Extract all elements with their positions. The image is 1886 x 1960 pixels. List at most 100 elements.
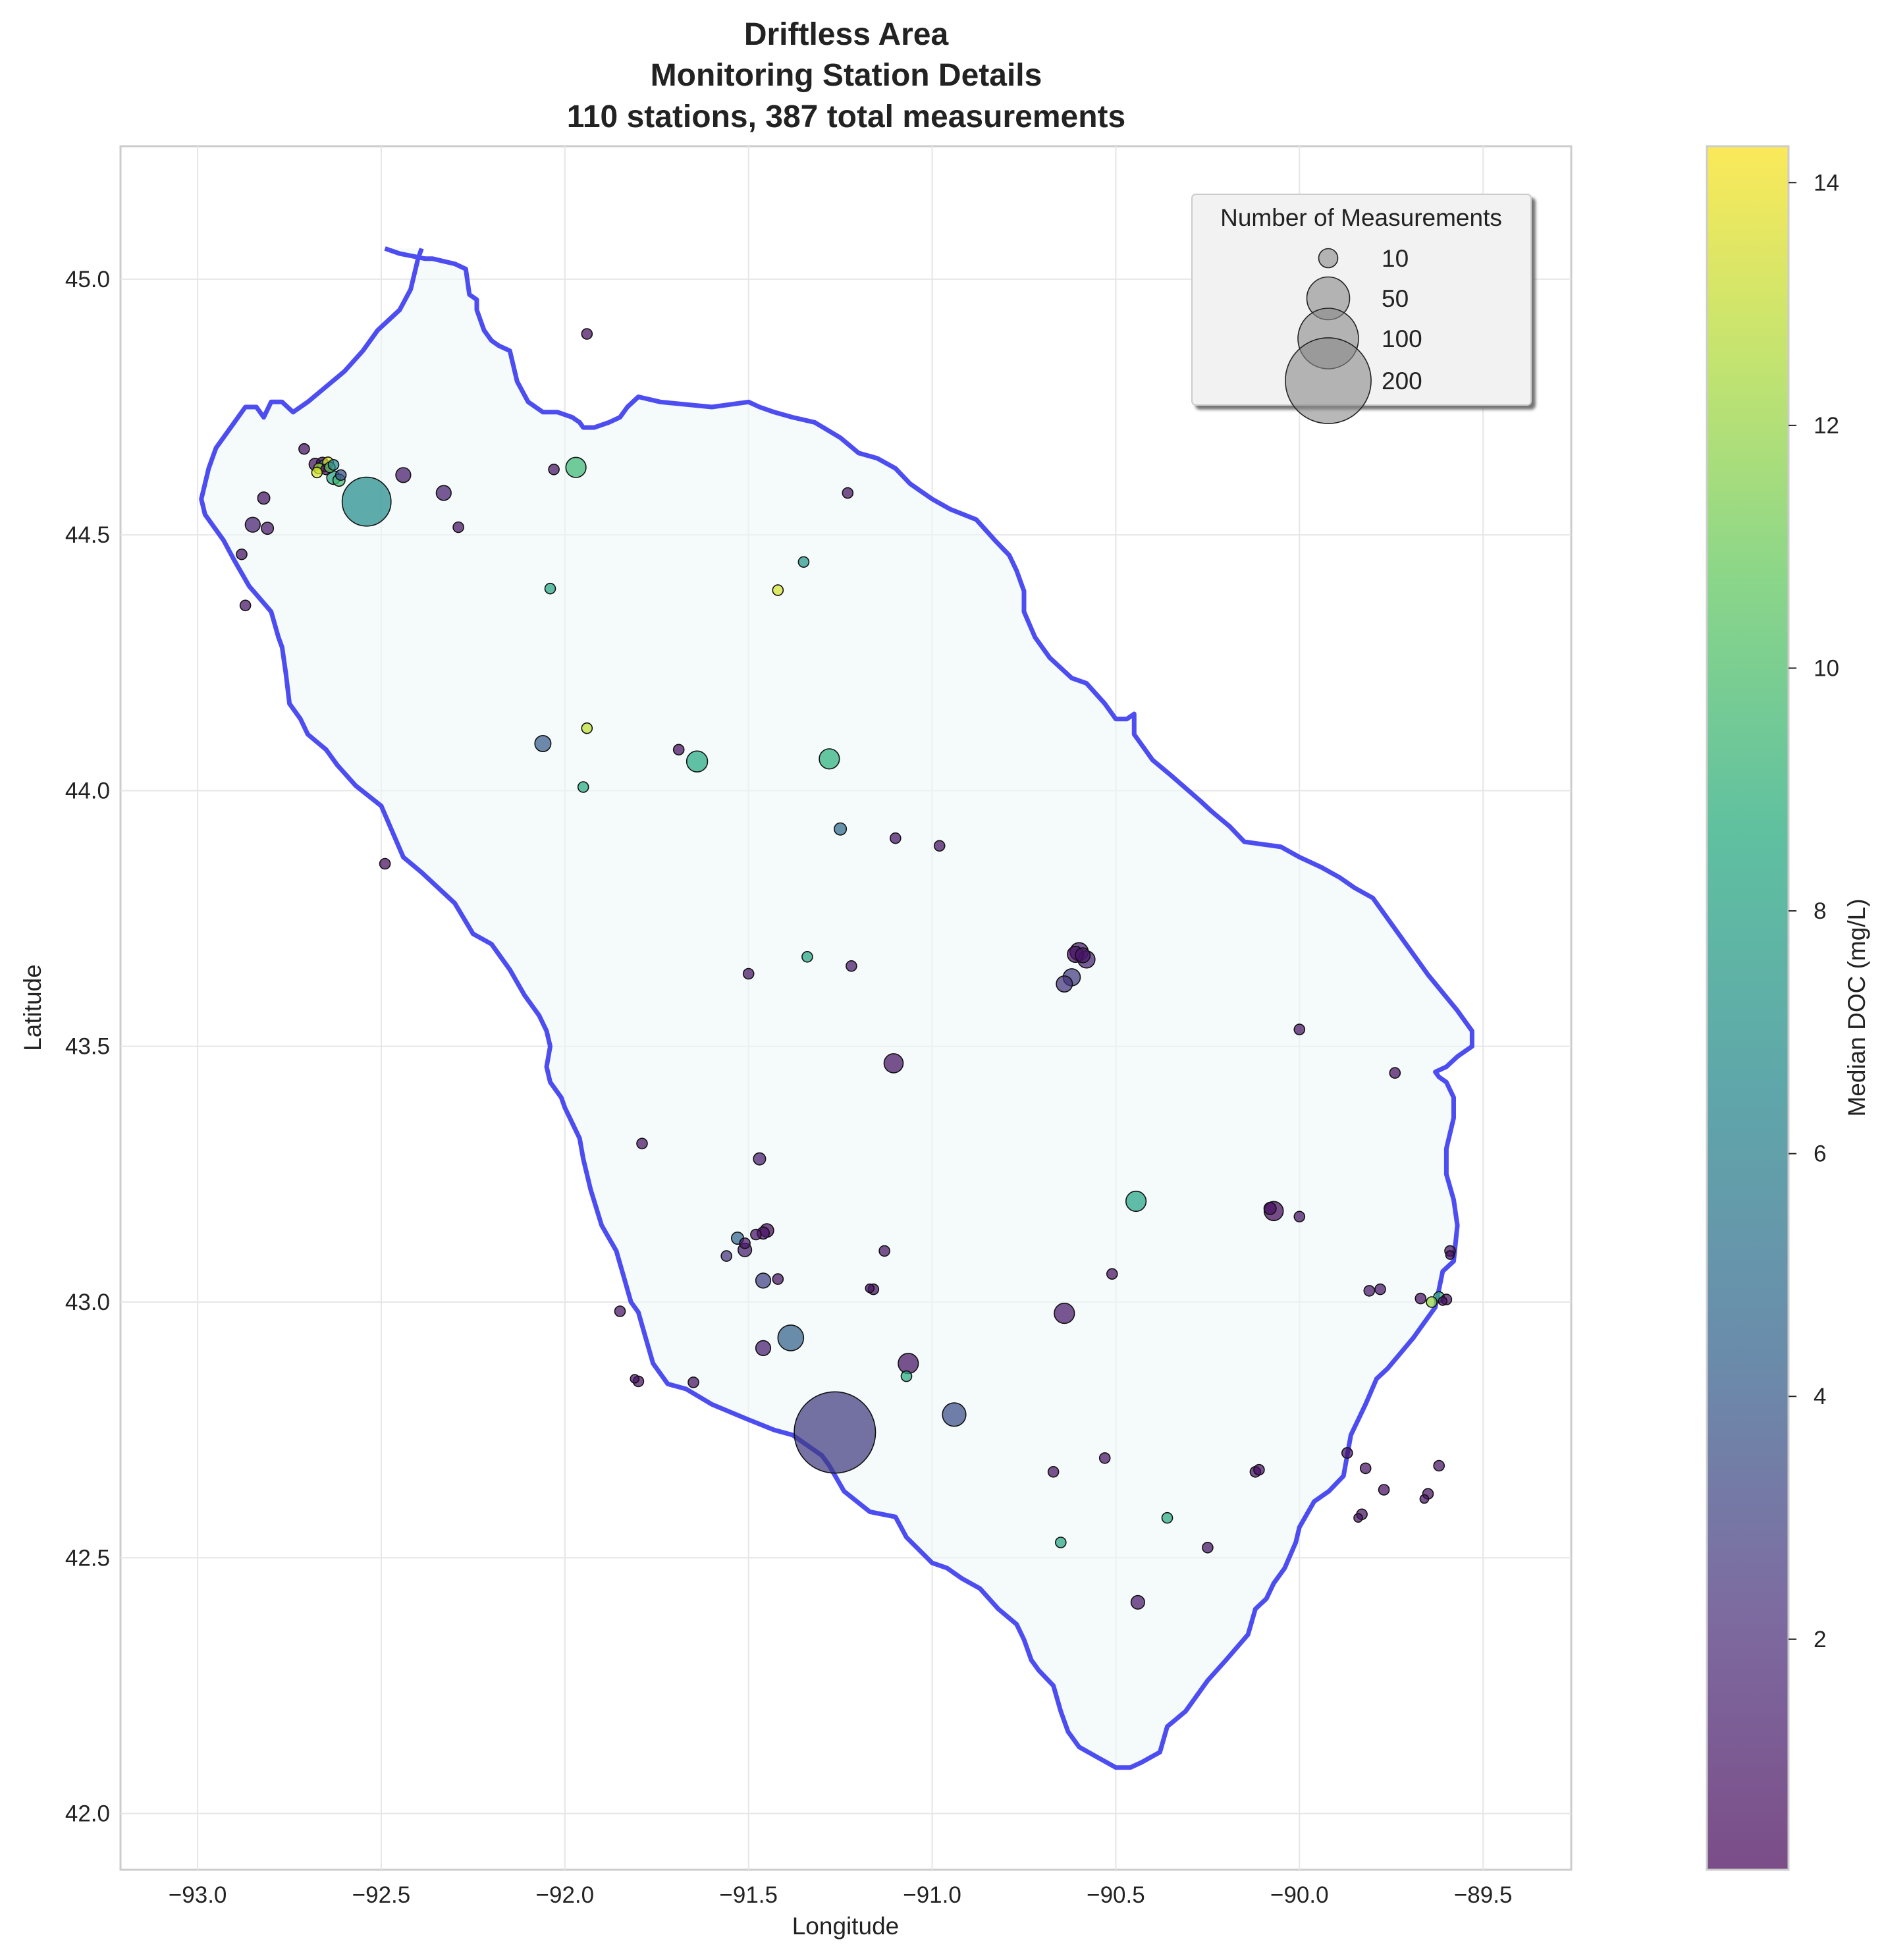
- x-axis-label: Longitude: [792, 1913, 900, 1940]
- station-point: [1098, 1452, 1111, 1464]
- station-point: [311, 466, 323, 479]
- station-point: [878, 1245, 890, 1257]
- colorbar-tick-label: 6: [1814, 1141, 1826, 1167]
- size-legend: Number of Measurements 10 50 100 200: [1191, 194, 1532, 424]
- legend-label: 100: [1382, 325, 1422, 352]
- station-point: [1389, 1067, 1401, 1079]
- chart-subtitle: Monitoring Station Details: [651, 58, 1042, 93]
- station-point: [794, 1391, 876, 1474]
- station-point: [1075, 947, 1091, 964]
- y-tick-label: 42.5: [65, 1545, 110, 1571]
- station-point: [239, 599, 252, 612]
- station-point: [1438, 1296, 1448, 1306]
- x-tick-label: −92.0: [536, 1882, 595, 1908]
- x-axis-ticks: −93.0 −92.5 −92.0 −91.5 −91.0 −90.5 −90.0 −89.5: [169, 1882, 1513, 1908]
- station-point: [1161, 1511, 1173, 1524]
- station-point: [636, 1137, 648, 1150]
- x-tick-label: −93.0: [169, 1882, 227, 1908]
- station-point: [236, 548, 248, 560]
- station-point: [819, 748, 840, 770]
- station-point: [581, 722, 593, 734]
- station-point: [257, 491, 271, 505]
- x-tick-label: −90.5: [1087, 1882, 1145, 1908]
- station-point: [298, 443, 310, 455]
- station-point: [1056, 975, 1073, 993]
- station-point: [842, 487, 854, 499]
- x-tick-label: −89.5: [1454, 1882, 1513, 1908]
- station-point: [1374, 1283, 1386, 1295]
- station-point: [772, 584, 784, 596]
- legend-title: Number of Measurements: [1220, 204, 1502, 231]
- station-point: [1106, 1268, 1118, 1280]
- station-point: [1359, 1462, 1372, 1475]
- station-point: [565, 456, 587, 478]
- station-point: [435, 485, 452, 501]
- station-point: [1293, 1211, 1306, 1223]
- station-point: [750, 1228, 762, 1241]
- colorbar-label: Median DOC (mg/L): [1843, 898, 1870, 1116]
- station-point: [898, 1353, 919, 1375]
- station-point: [1202, 1542, 1214, 1554]
- station-point: [772, 1273, 784, 1285]
- station-point: [890, 832, 902, 844]
- station-point: [1353, 1513, 1363, 1523]
- colorbar: 2 4 6 8 10 12 14 Median DOC (mg/L): [1706, 145, 1870, 1871]
- y-tick-label: 45.0: [65, 267, 110, 292]
- legend-label: 200: [1382, 368, 1422, 395]
- station-point: [1253, 1463, 1265, 1476]
- station-point: [379, 858, 391, 870]
- station-point: [544, 582, 556, 595]
- station-point: [846, 960, 857, 972]
- colorbar-bar: [1706, 145, 1790, 1871]
- y-tick-label: 43.0: [65, 1290, 110, 1315]
- station-point: [1445, 1250, 1455, 1260]
- station-point: [1055, 1537, 1067, 1548]
- station-point: [801, 951, 813, 963]
- station-point: [1414, 1292, 1427, 1305]
- region-boundary: [199, 246, 1474, 1770]
- station-point: [755, 1272, 772, 1289]
- chart-title: Driftless Area: [744, 17, 949, 52]
- station-point: [1054, 1302, 1075, 1324]
- colorbar-tick-label: 2: [1814, 1627, 1826, 1652]
- station-point: [742, 967, 755, 980]
- y-tick-label: 44.5: [65, 522, 110, 548]
- station-point: [1125, 1190, 1147, 1212]
- station-point: [341, 476, 392, 527]
- station-point: [1426, 1296, 1438, 1308]
- station-point: [614, 1305, 626, 1317]
- y-tick-label: 42.0: [65, 1801, 110, 1827]
- stations-layer: [236, 328, 1456, 1610]
- station-point: [865, 1283, 875, 1293]
- legend-items: 10 50 100 200: [1285, 245, 1422, 424]
- colorbar-ticks: 2 4 6 8 10 12 14: [1789, 170, 1839, 1652]
- station-point: [834, 822, 848, 836]
- legend-marker: [1285, 337, 1372, 424]
- colorbar-tick-label: 10: [1814, 655, 1839, 681]
- station-point: [686, 750, 709, 773]
- y-tick-label: 44.0: [65, 778, 110, 803]
- x-tick-label: −91.0: [903, 1882, 961, 1908]
- station-point: [244, 516, 261, 533]
- station-point: [452, 521, 464, 533]
- station-point: [753, 1152, 767, 1166]
- station-point: [797, 556, 810, 568]
- x-tick-label: −90.0: [1270, 1882, 1329, 1908]
- x-tick-label: −91.5: [719, 1882, 778, 1908]
- legend-label: 50: [1382, 285, 1409, 312]
- station-point: [395, 467, 412, 483]
- colorbar-tick-label: 14: [1814, 170, 1839, 196]
- station-point: [327, 458, 340, 471]
- station-point: [548, 463, 560, 476]
- station-point: [261, 522, 275, 535]
- y-axis-ticks: 42.0 42.5 43.0 43.5 44.0 44.5 45.0: [65, 267, 110, 1827]
- y-tick-label: 43.5: [65, 1034, 110, 1060]
- station-point: [1433, 1459, 1445, 1472]
- station-point: [687, 1376, 699, 1388]
- region-boundary-layer: [199, 246, 1474, 1770]
- y-axis-label: Latitude: [19, 964, 46, 1051]
- station-point: [777, 1324, 805, 1351]
- station-point: [630, 1374, 640, 1384]
- station-point: [1363, 1285, 1376, 1297]
- legend-label: 10: [1382, 245, 1409, 272]
